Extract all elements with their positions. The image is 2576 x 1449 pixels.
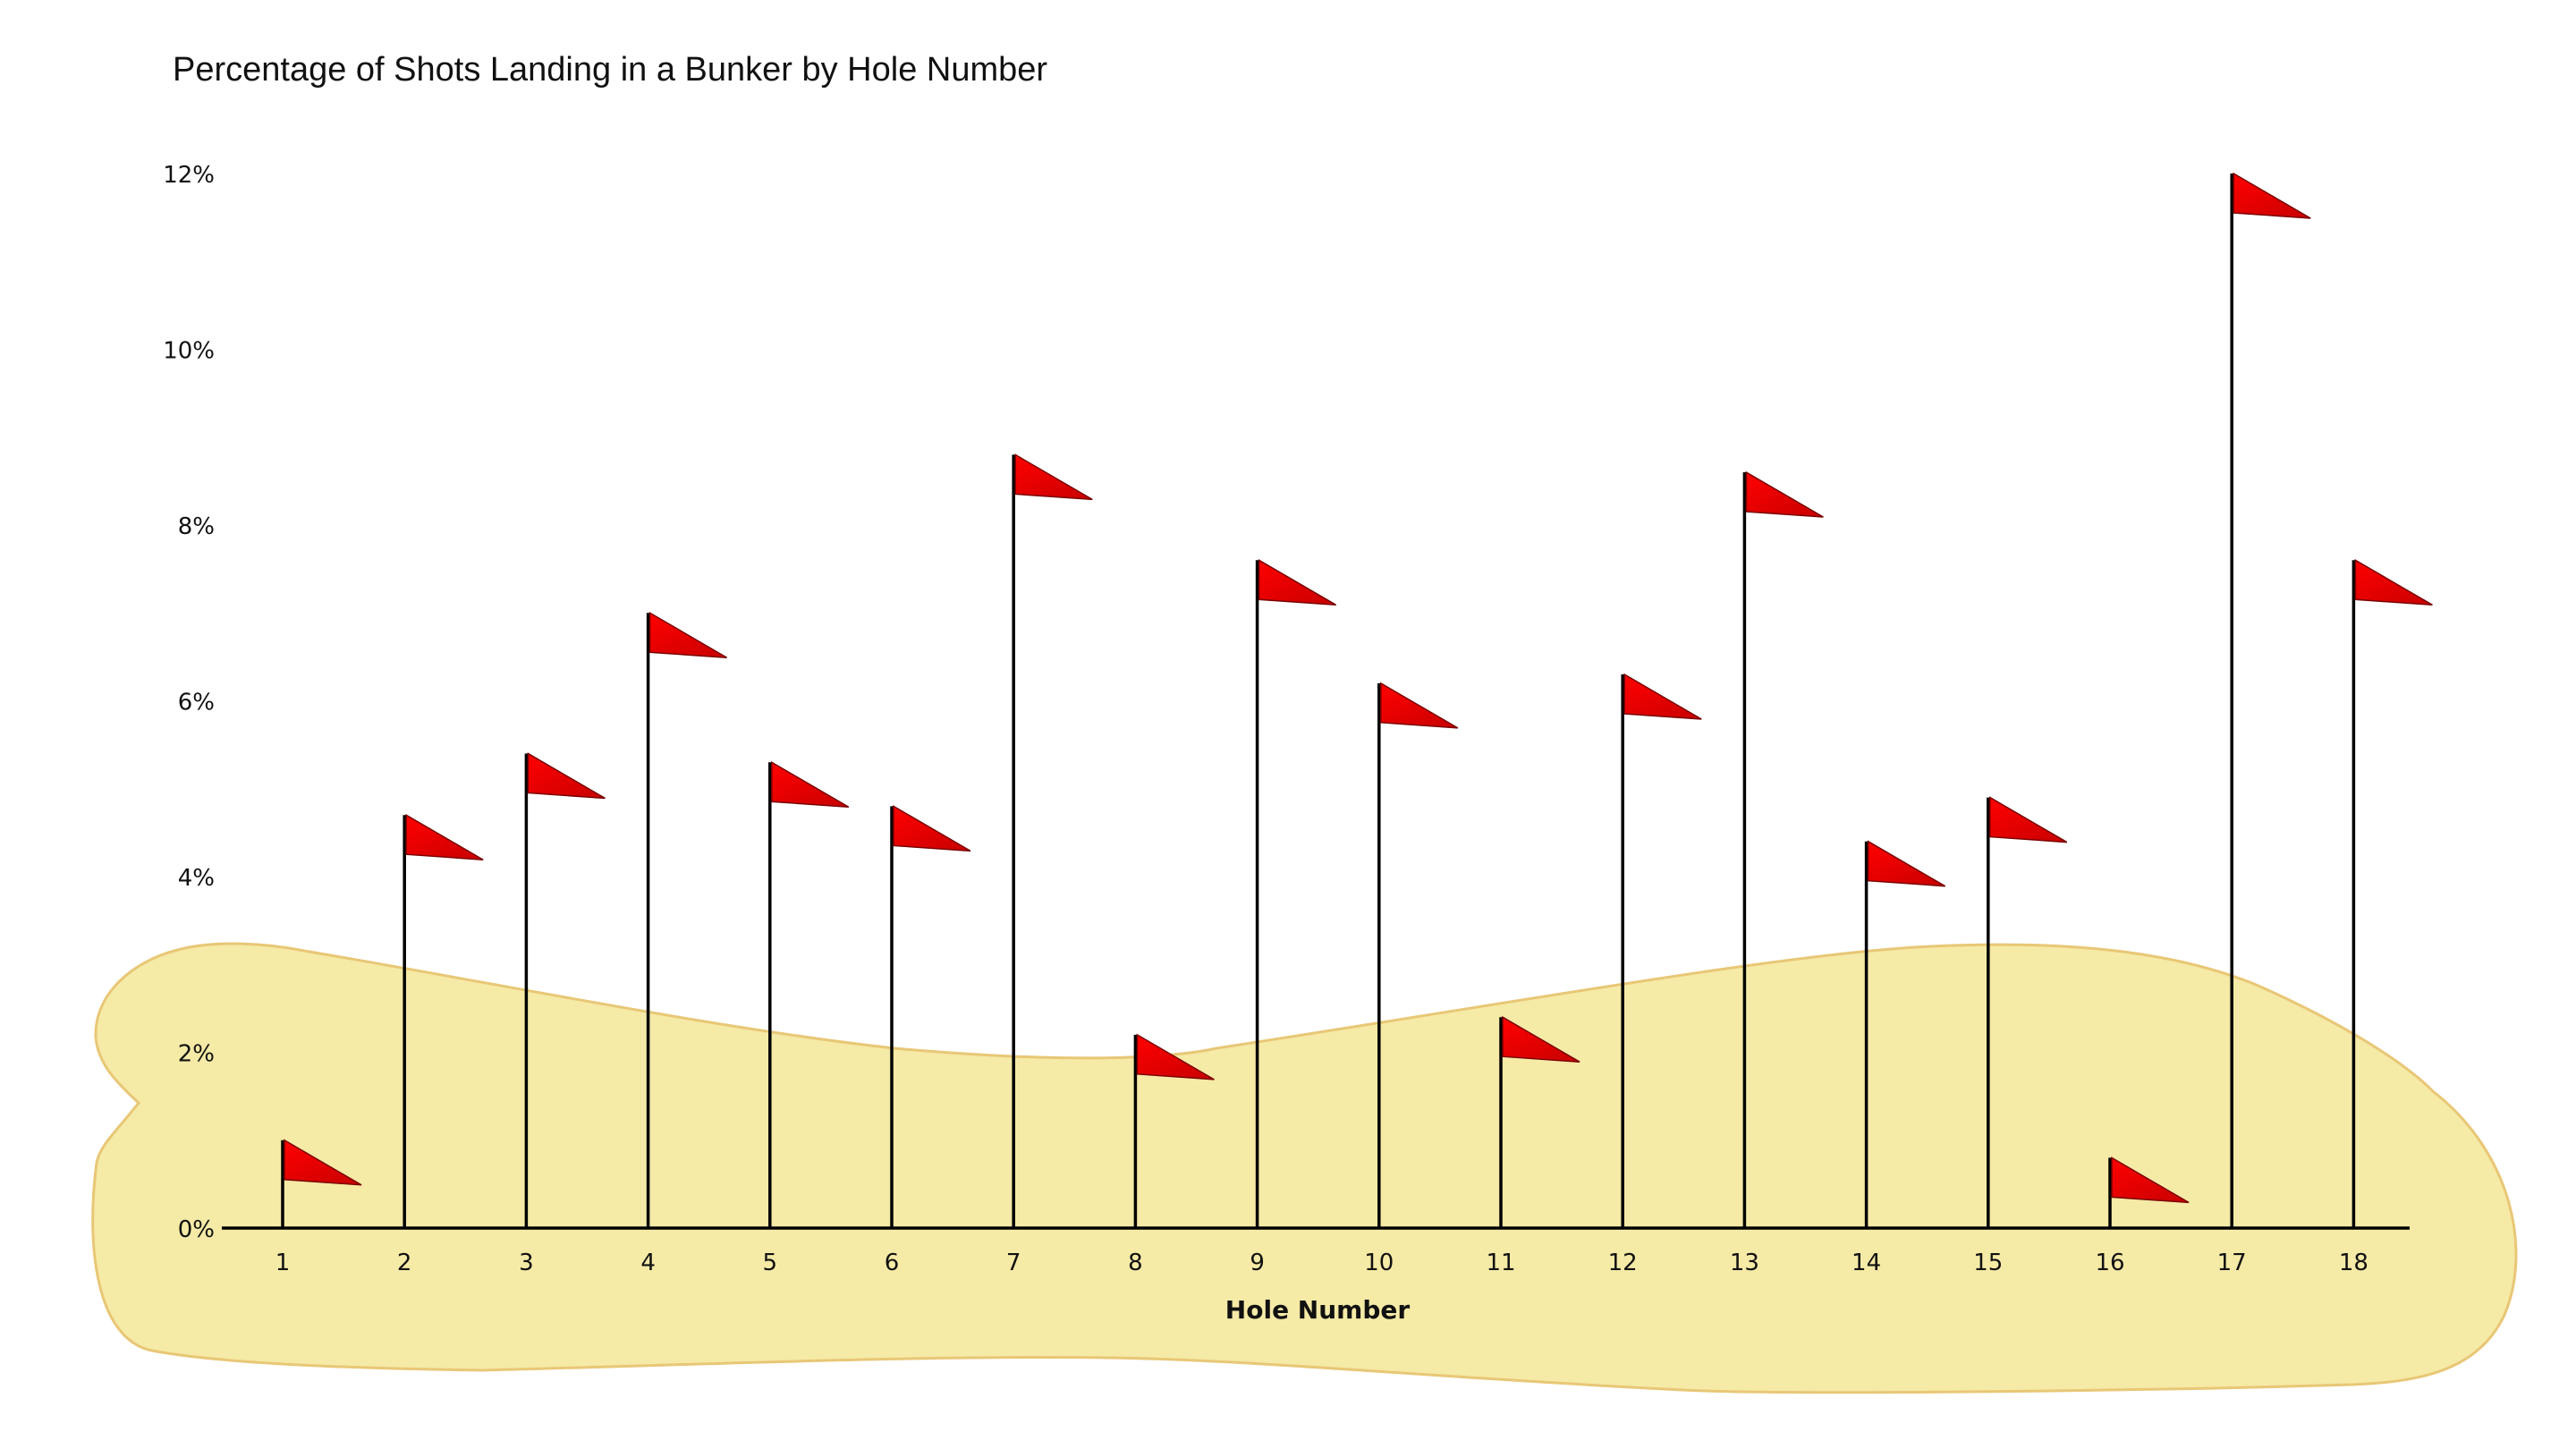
x-axis-ticks: 1 2 3 4 5 6 7 8 9 10 11 12 13 14 15 16 17 18 bbox=[275, 1250, 2368, 1276]
flag-marker bbox=[646, 611, 727, 1228]
flag-marker bbox=[281, 1139, 362, 1228]
flag-marker bbox=[1377, 682, 1459, 1228]
flag-cloth bbox=[1623, 673, 1702, 720]
flag-marker bbox=[524, 752, 606, 1228]
x-tick-label: 12 bbox=[1608, 1250, 1638, 1276]
flag-marker bbox=[2230, 172, 2311, 1228]
flag-cloth bbox=[771, 760, 850, 809]
flag-marker bbox=[1012, 453, 1093, 1228]
flag-cloth bbox=[1867, 840, 1945, 887]
flag-cloth bbox=[1258, 558, 1336, 606]
x-tick-label: 13 bbox=[1730, 1250, 1759, 1276]
flags bbox=[281, 172, 2433, 1228]
flag-cloth bbox=[2111, 1157, 2190, 1204]
sand-bunker bbox=[91, 942, 2518, 1394]
flag-cloth bbox=[527, 752, 606, 800]
y-tick-label: 0% bbox=[178, 1216, 215, 1243]
flag-cloth bbox=[405, 813, 484, 860]
x-tick-label: 7 bbox=[1006, 1250, 1021, 1276]
y-tick-label: 10% bbox=[163, 338, 215, 365]
x-tick-label: 14 bbox=[1852, 1250, 1881, 1276]
x-tick-label: 6 bbox=[885, 1250, 900, 1276]
x-tick-label: 18 bbox=[2339, 1250, 2368, 1276]
flag-cloth bbox=[648, 611, 727, 658]
x-tick-label: 11 bbox=[1486, 1250, 1515, 1276]
x-axis-title: Hole Number bbox=[1225, 1295, 1411, 1325]
y-tick-label: 12% bbox=[163, 162, 215, 189]
flag-marker bbox=[402, 813, 484, 1228]
x-tick-label: 15 bbox=[1973, 1250, 2003, 1276]
flag-cloth bbox=[893, 805, 971, 852]
flag-marker bbox=[768, 760, 850, 1228]
flag-marker bbox=[1133, 1033, 1215, 1228]
flag-marker bbox=[2351, 558, 2433, 1228]
x-tick-label: 4 bbox=[640, 1250, 656, 1276]
x-tick-label: 3 bbox=[519, 1250, 534, 1276]
flag-cloth bbox=[1502, 1015, 1580, 1063]
y-tick-label: 6% bbox=[178, 690, 215, 716]
x-tick-label: 9 bbox=[1250, 1250, 1265, 1276]
flag-marker bbox=[1499, 1015, 1580, 1228]
y-tick-label: 8% bbox=[178, 513, 215, 540]
flag-marker bbox=[1742, 470, 1824, 1228]
flag-cloth bbox=[1380, 682, 1459, 729]
flag-marker bbox=[1987, 796, 2068, 1228]
y-tick-label: 2% bbox=[178, 1041, 215, 1068]
flag-cloth bbox=[1745, 470, 1824, 518]
flag-marker bbox=[1621, 673, 1702, 1228]
flag-cloth bbox=[1136, 1033, 1215, 1080]
flag-marker bbox=[1864, 840, 1945, 1228]
flag-cloth bbox=[2233, 172, 2311, 219]
flag-cloth bbox=[2354, 558, 2433, 606]
y-tick-label: 4% bbox=[178, 865, 215, 892]
flag-marker bbox=[1255, 558, 1336, 1228]
y-axis-ticks: 0% 2% 4% 6% 8% 10% 12% bbox=[163, 162, 215, 1243]
x-tick-label: 16 bbox=[2095, 1250, 2124, 1276]
x-tick-label: 1 bbox=[275, 1250, 291, 1276]
flag-cloth bbox=[1989, 796, 2068, 843]
x-tick-label: 17 bbox=[2217, 1250, 2247, 1276]
x-tick-label: 10 bbox=[1364, 1250, 1394, 1276]
chart-title: Percentage of Shots Landing in a Bunker … bbox=[173, 51, 1047, 89]
x-tick-label: 2 bbox=[397, 1250, 412, 1276]
x-tick-label: 8 bbox=[1128, 1250, 1143, 1276]
flag-marker bbox=[2108, 1157, 2190, 1228]
flag-cloth bbox=[1014, 453, 1093, 501]
x-tick-label: 5 bbox=[763, 1250, 778, 1276]
flag-cloth bbox=[284, 1139, 362, 1186]
flag-marker bbox=[890, 805, 971, 1228]
